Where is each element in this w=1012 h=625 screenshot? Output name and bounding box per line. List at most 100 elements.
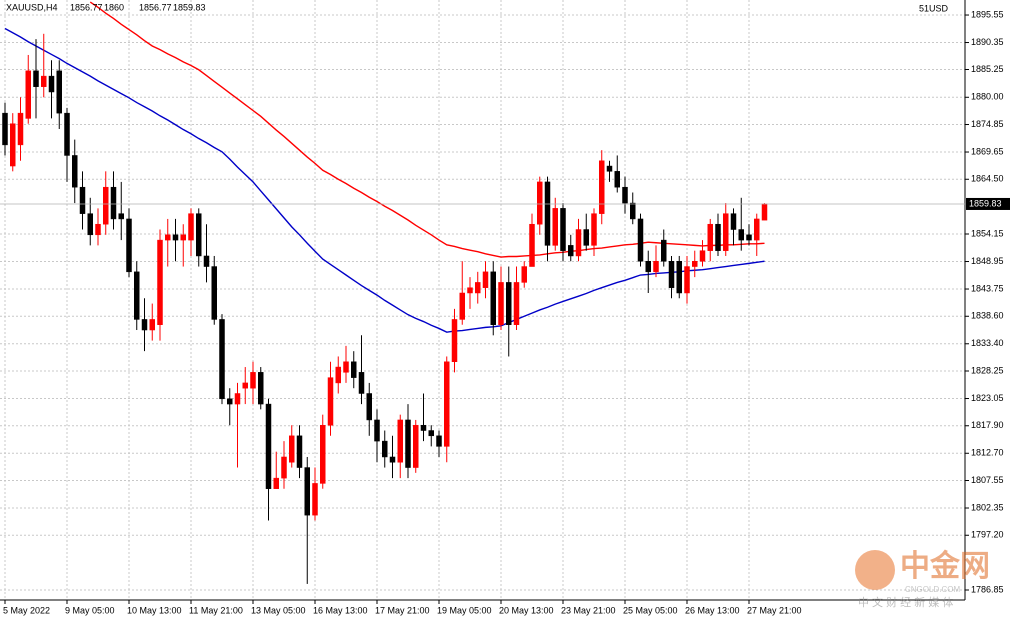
candle-body <box>568 245 574 257</box>
y-tick-label: 1817.90 <box>971 420 1004 430</box>
candle-body <box>10 123 16 167</box>
candle-body <box>281 456 287 479</box>
y-tick-label: 1848.95 <box>971 256 1004 266</box>
candle-body <box>289 435 295 463</box>
candle-body <box>211 266 217 320</box>
y-tick-label: 1807.55 <box>971 475 1004 485</box>
candle-body <box>327 377 334 426</box>
x-tick-label: 13 May 05:00 <box>251 605 306 615</box>
candle-body <box>382 440 388 458</box>
last-low: 1856.77 <box>139 2 172 12</box>
moving-average-line <box>4 27 765 333</box>
y-tick-label: 1802.35 <box>971 502 1004 512</box>
y-tick-label: 1869.65 <box>971 146 1004 156</box>
y-tick-label: 1864.50 <box>971 174 1004 184</box>
candle-body <box>614 171 620 188</box>
candle-body <box>475 282 481 294</box>
candle-body <box>397 419 403 463</box>
candle-body <box>661 239 667 262</box>
candle-body <box>599 160 605 214</box>
symbol: XAUUSD,H4 <box>6 2 58 12</box>
candle-body <box>180 234 186 241</box>
candle-body <box>482 271 489 288</box>
candle-body <box>374 419 380 442</box>
candle-body <box>227 398 233 405</box>
candle-body <box>575 229 582 257</box>
candle-body <box>196 213 202 257</box>
candle-body <box>498 282 504 325</box>
candle-body <box>118 213 124 220</box>
candle-body <box>451 319 458 363</box>
candle-body <box>296 435 303 468</box>
candle-body <box>537 181 543 225</box>
candle-body <box>444 361 450 447</box>
candle-body <box>552 208 558 246</box>
candle-body <box>149 319 155 331</box>
candle-body <box>79 186 86 214</box>
x-tick-label: 20 May 13:00 <box>499 605 554 615</box>
y-tick-label: 1812.70 <box>971 448 1004 458</box>
candle-body <box>103 186 109 225</box>
candle-body <box>242 382 248 389</box>
candle-body <box>529 223 535 267</box>
candle-body <box>48 75 55 93</box>
candle-body <box>684 266 690 294</box>
candle-body <box>343 361 349 373</box>
watermark-site: CNGOLD.COM <box>905 585 960 594</box>
candle-body <box>304 467 310 516</box>
candle-body <box>188 213 194 241</box>
candle-body <box>668 261 675 288</box>
candle-body <box>203 255 210 267</box>
candle-body <box>754 218 760 241</box>
candle-body <box>583 229 589 246</box>
y-tick-label: 1890.35 <box>971 37 1004 47</box>
candle-body <box>56 70 62 114</box>
candle-body <box>467 287 473 294</box>
candle-body <box>2 112 8 146</box>
x-tick-label: 5 May 2022 <box>3 605 50 615</box>
moving-averages <box>4 1 765 333</box>
candle-body <box>707 223 713 251</box>
candle-body <box>591 213 597 246</box>
candle-body <box>513 282 520 325</box>
moving-average-line <box>89 1 765 258</box>
x-tick-label: 17 May 21:00 <box>375 605 430 615</box>
candle-body <box>219 319 225 400</box>
candle-body <box>72 155 78 188</box>
x-tick-label: 9 May 05:00 <box>65 605 115 615</box>
candle-body <box>637 218 644 262</box>
y-tick-label: 1823.05 <box>971 393 1004 403</box>
candle-body <box>366 393 372 421</box>
candle-body <box>134 271 140 320</box>
watermark: 中金网 CNGOLD.COM 中 文 财 经 新 媒 体 <box>855 549 990 609</box>
last-open: 1856.77 <box>70 2 103 12</box>
candle-body <box>157 239 163 325</box>
candle-body <box>730 213 737 230</box>
candle-body <box>692 261 698 267</box>
candle-body <box>126 218 132 273</box>
last-close: 1859.83 <box>173 2 206 12</box>
last-price-box <box>966 197 1010 210</box>
candle-body <box>413 424 419 468</box>
candle-body <box>606 165 613 172</box>
candle-body <box>335 366 341 384</box>
candle-body <box>165 234 171 241</box>
candle-body <box>389 456 396 463</box>
candle-body <box>459 292 465 320</box>
candle-body <box>95 223 101 236</box>
candle-body <box>738 229 744 241</box>
candle-body <box>544 181 551 246</box>
candle-body <box>110 186 117 220</box>
candle-body <box>250 372 256 389</box>
y-tick-label: 1880.00 <box>971 92 1004 102</box>
candle-body <box>405 419 411 468</box>
y-tick-label: 1797.20 <box>971 530 1004 540</box>
candle-body <box>676 261 682 294</box>
candle-body <box>560 208 566 251</box>
y-tick-label: 1854.15 <box>971 228 1004 238</box>
candle-body <box>436 435 442 447</box>
candle-body <box>64 112 70 156</box>
candle-body <box>630 202 636 220</box>
candle-body <box>41 75 47 87</box>
